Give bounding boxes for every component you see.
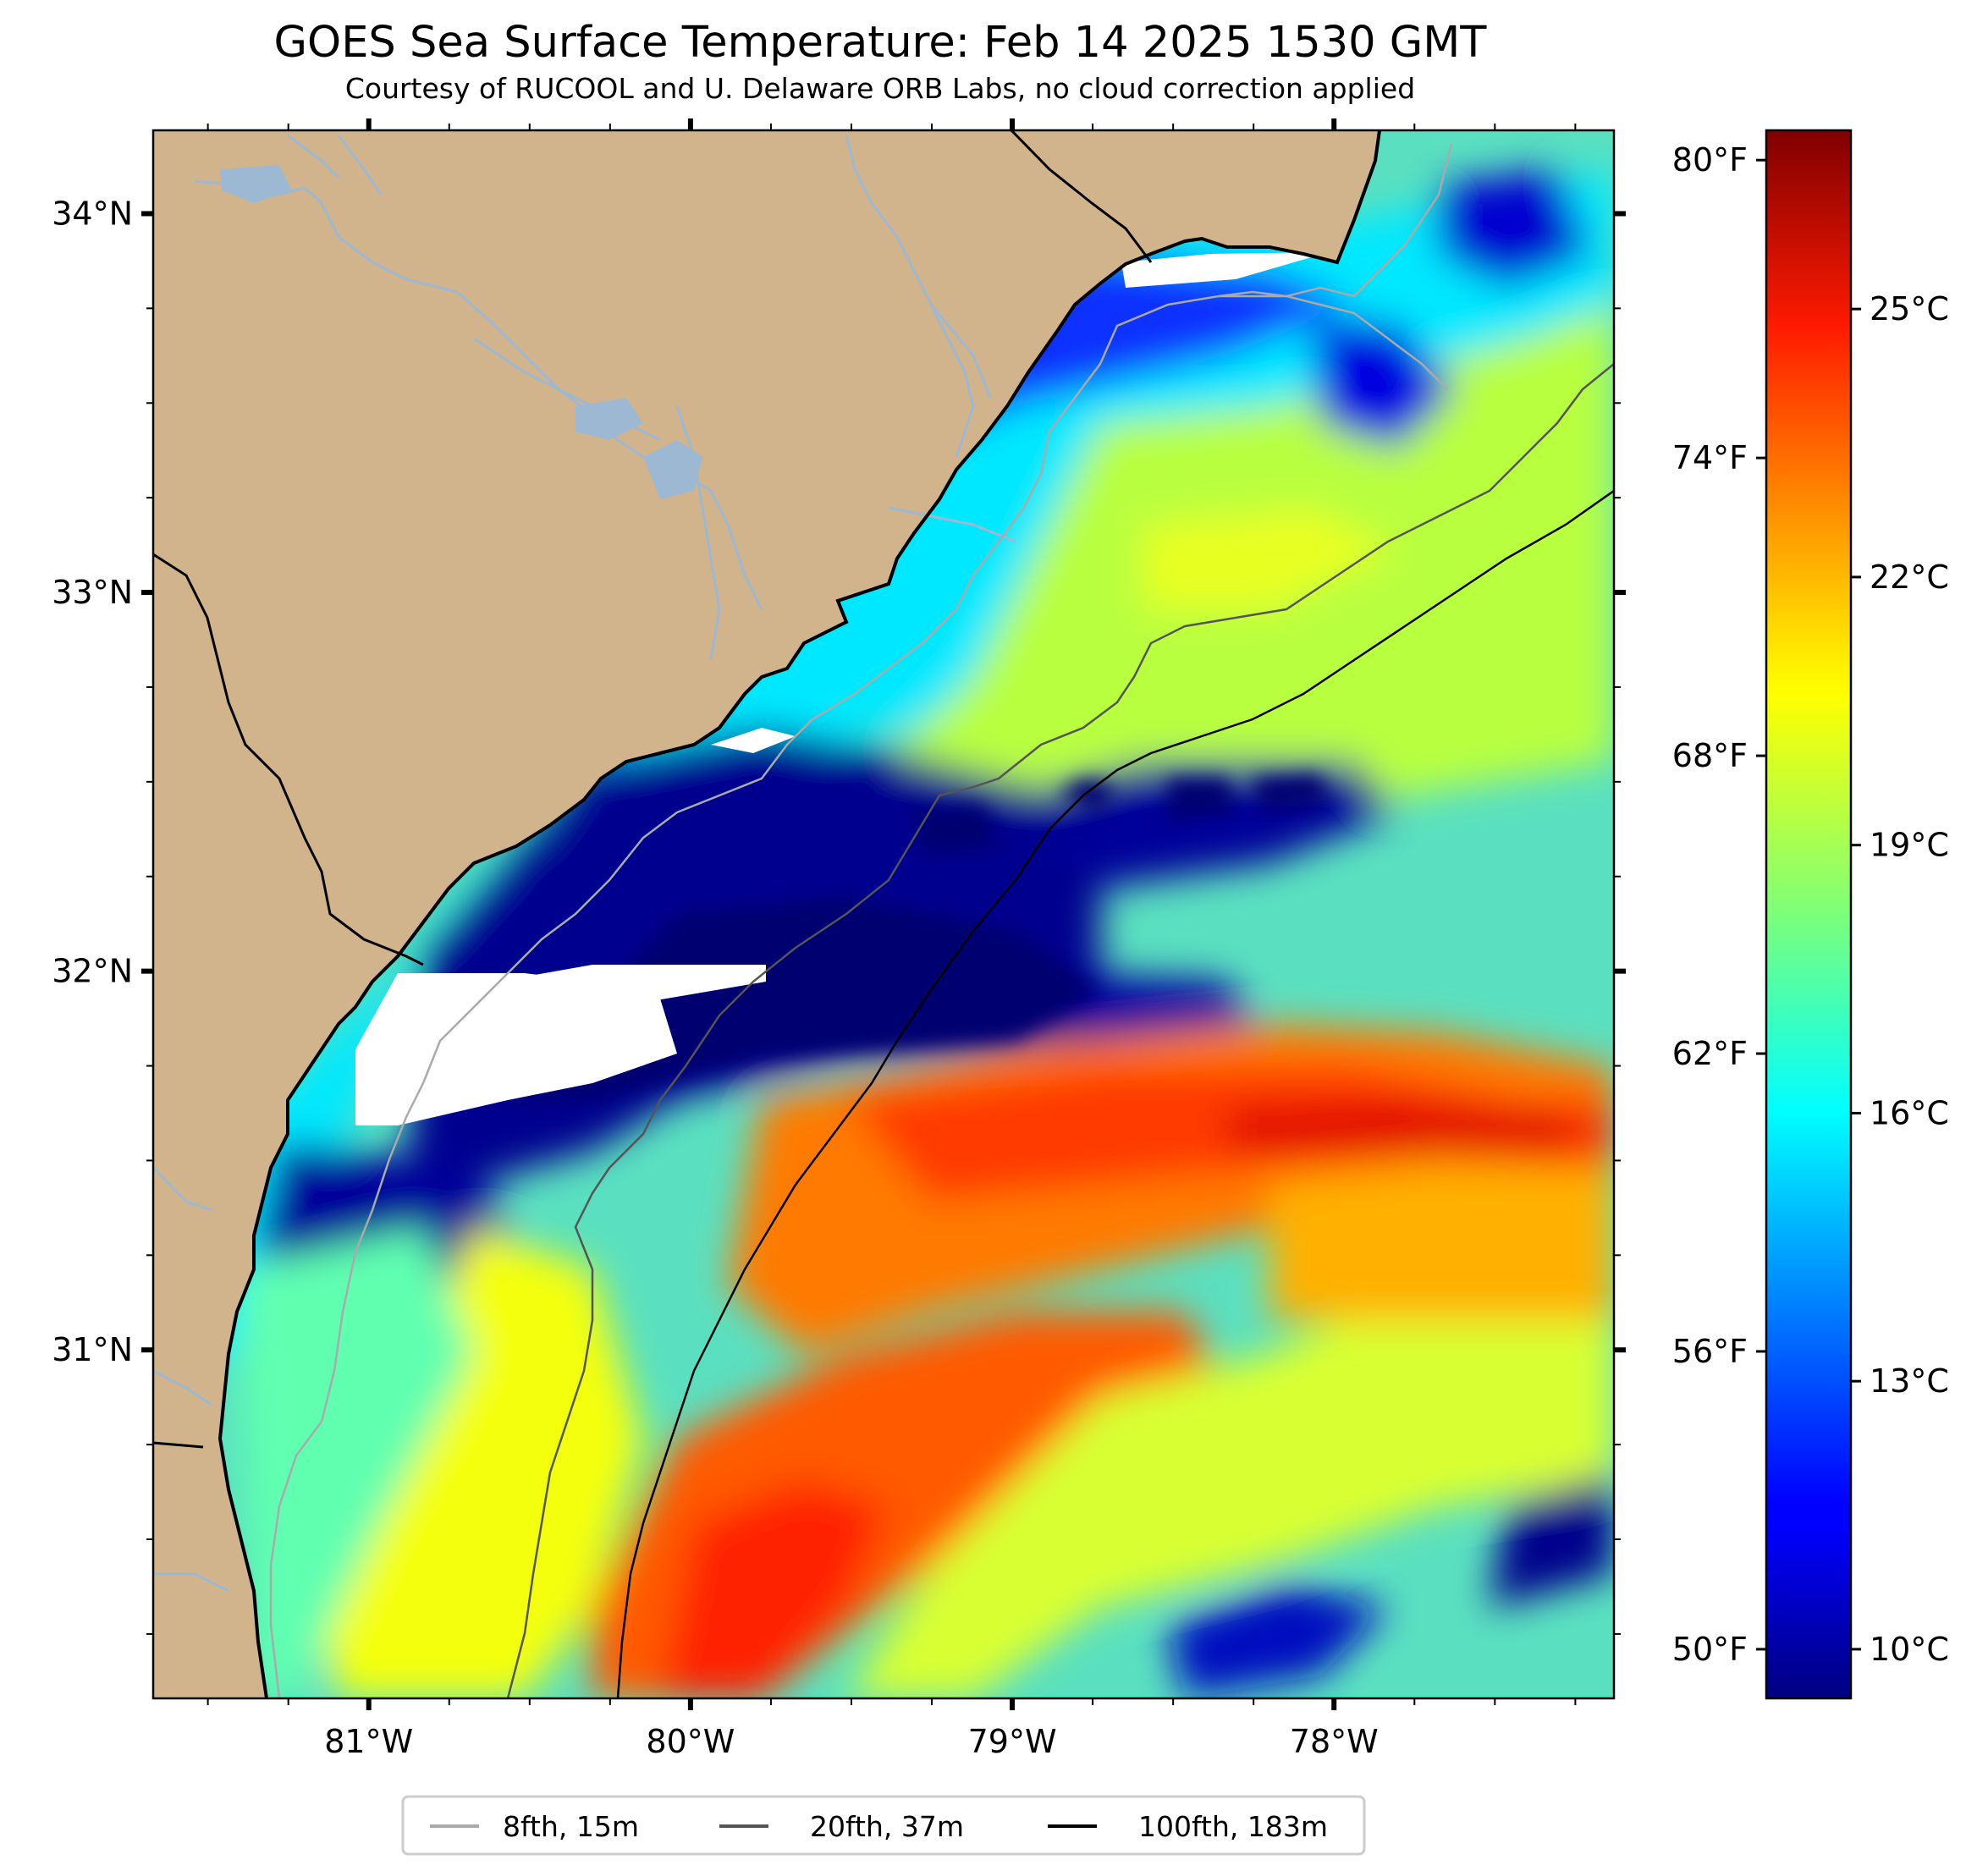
legend-label-8fth: 8fth, 15m (503, 1810, 639, 1843)
celsius-tick-label: 16°C (1870, 1094, 1949, 1131)
celsius-tick-label: 22°C (1870, 559, 1949, 596)
lon-tick-label: 78°W (1290, 1723, 1379, 1760)
celsius-tick-label: 25°C (1870, 290, 1949, 327)
lat-tick-label: 32°N (52, 953, 133, 990)
legend: 8fth, 15m 20fth, 37m 100fth, 183m (401, 1795, 1366, 1856)
lon-tick-label: 79°W (968, 1723, 1057, 1760)
colorbar (1765, 129, 1853, 1700)
lon-tick-label: 80°W (646, 1723, 735, 1760)
colorbar-ticks: 10°C 13°C 16°C 19°C 22°C 25°C 50°F 56°F 62°F 68°F… (1672, 141, 1949, 1668)
axis-ticks (141, 118, 1626, 1710)
fahrenheit-tick-label: 74°F (1672, 439, 1748, 476)
fahrenheit-tick-label: 68°F (1672, 737, 1748, 774)
lat-tick-label: 34°N (52, 195, 133, 232)
state-borders (153, 130, 1153, 1449)
celsius-tick-label: 13°C (1870, 1362, 1949, 1400)
fahrenheit-tick-label: 80°F (1672, 141, 1748, 179)
land-polygon (153, 130, 1379, 1698)
fahrenheit-tick-label: 50°F (1672, 1631, 1748, 1668)
lake (643, 440, 702, 499)
lat-tick-label: 33°N (52, 574, 133, 611)
lake (575, 398, 643, 440)
map-subtitle: Courtesy of RUCOOL and U. Delaware ORB L… (345, 72, 1415, 105)
legend-label-100fth: 100fth, 183m (1138, 1810, 1328, 1843)
lon-tick-label: 81°W (324, 1723, 413, 1760)
no-data-mask (355, 252, 1329, 1125)
isobath-20fth (506, 363, 1614, 1698)
fahrenheit-tick-label: 56°F (1672, 1333, 1748, 1370)
fahrenheit-tick-label: 62°F (1672, 1035, 1748, 1072)
lake (220, 165, 292, 203)
sst-map (153, 130, 1614, 1698)
lat-tick-label: 31°N (52, 1331, 133, 1368)
isobath-8fth-ne (1218, 290, 1448, 390)
rivers (153, 134, 1016, 1593)
legend-box (401, 1795, 1366, 1856)
map-title: GOES Sea Surface Temperature: Feb 14 202… (274, 18, 1488, 68)
axis-labels: 81°W 80°W 79°W 78°W 34°N 33°N 32°N 31°N (52, 195, 1378, 1760)
isobath-100fth (616, 489, 1614, 1698)
isobath-8fth (269, 143, 1453, 1698)
map-frame (151, 129, 1616, 1700)
celsius-tick-label: 10°C (1870, 1631, 1949, 1668)
celsius-tick-label: 19°C (1870, 827, 1949, 864)
coastline (218, 130, 1381, 1698)
legend-label-20fth: 20fth, 37m (810, 1810, 964, 1843)
